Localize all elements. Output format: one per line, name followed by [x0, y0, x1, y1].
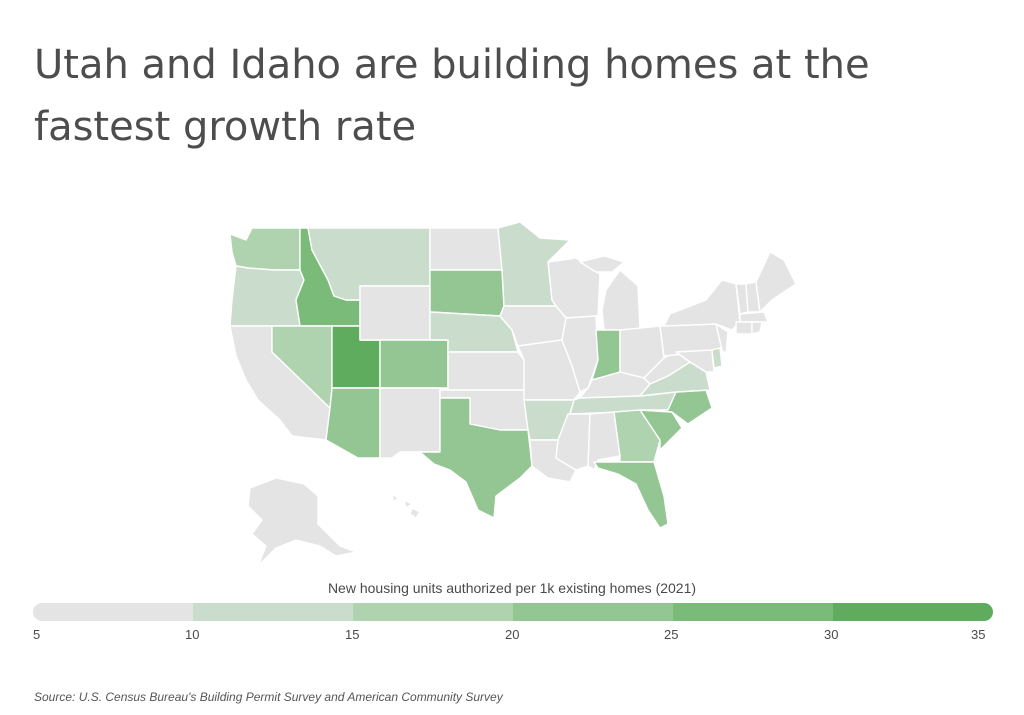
legend-tick: 20	[505, 627, 520, 642]
state-FL	[593, 461, 669, 529]
state-AK	[247, 477, 357, 567]
state-IL	[561, 315, 599, 393]
state-KS	[447, 351, 525, 391]
state-MA	[739, 311, 769, 323]
state-ND	[429, 227, 503, 271]
state-DE	[711, 347, 723, 369]
legend-bin-1	[33, 603, 193, 621]
state-SD	[429, 269, 505, 317]
legend-tick: 10	[185, 627, 200, 642]
us-choropleth-map	[229, 221, 797, 567]
legend-tick: 35	[971, 627, 986, 642]
legend-bin-4	[513, 603, 673, 621]
state-WA	[229, 227, 301, 271]
legend-tick: 5	[33, 627, 41, 642]
legend-ticks: 5 10 15 20 25 30 35	[0, 627, 1024, 647]
legend-bin-6	[833, 603, 993, 621]
state-CT	[735, 321, 753, 335]
state-OR	[229, 265, 305, 327]
state-CO	[379, 339, 449, 389]
legend-bin-5	[673, 603, 833, 621]
legend-bin-3	[353, 603, 513, 621]
legend-tick: 15	[345, 627, 360, 642]
state-HI-3	[409, 507, 421, 519]
state-MI-upper	[579, 255, 625, 273]
state-NJ	[715, 323, 729, 355]
state-MI	[601, 269, 641, 331]
legend-bin-2	[193, 603, 353, 621]
state-NY	[663, 279, 741, 331]
state-ME	[755, 251, 797, 313]
state-NC	[639, 389, 713, 425]
source-note: Source: U.S. Census Bureau's Building Pe…	[34, 690, 503, 704]
legend-tick: 25	[664, 627, 679, 642]
state-WY	[359, 285, 431, 341]
state-RI	[751, 321, 763, 335]
page-title: Utah and Idaho are building homes at the…	[34, 42, 870, 150]
state-MD	[675, 349, 715, 373]
legend-tick: 30	[824, 627, 839, 642]
state-NM	[379, 387, 441, 459]
state-AZ	[325, 387, 381, 459]
legend-color-bar	[33, 603, 993, 621]
state-TX	[399, 397, 533, 519]
legend-title: New housing units authorized per 1k exis…	[327, 580, 697, 596]
state-HI	[391, 493, 399, 503]
state-HI-2	[403, 499, 413, 509]
